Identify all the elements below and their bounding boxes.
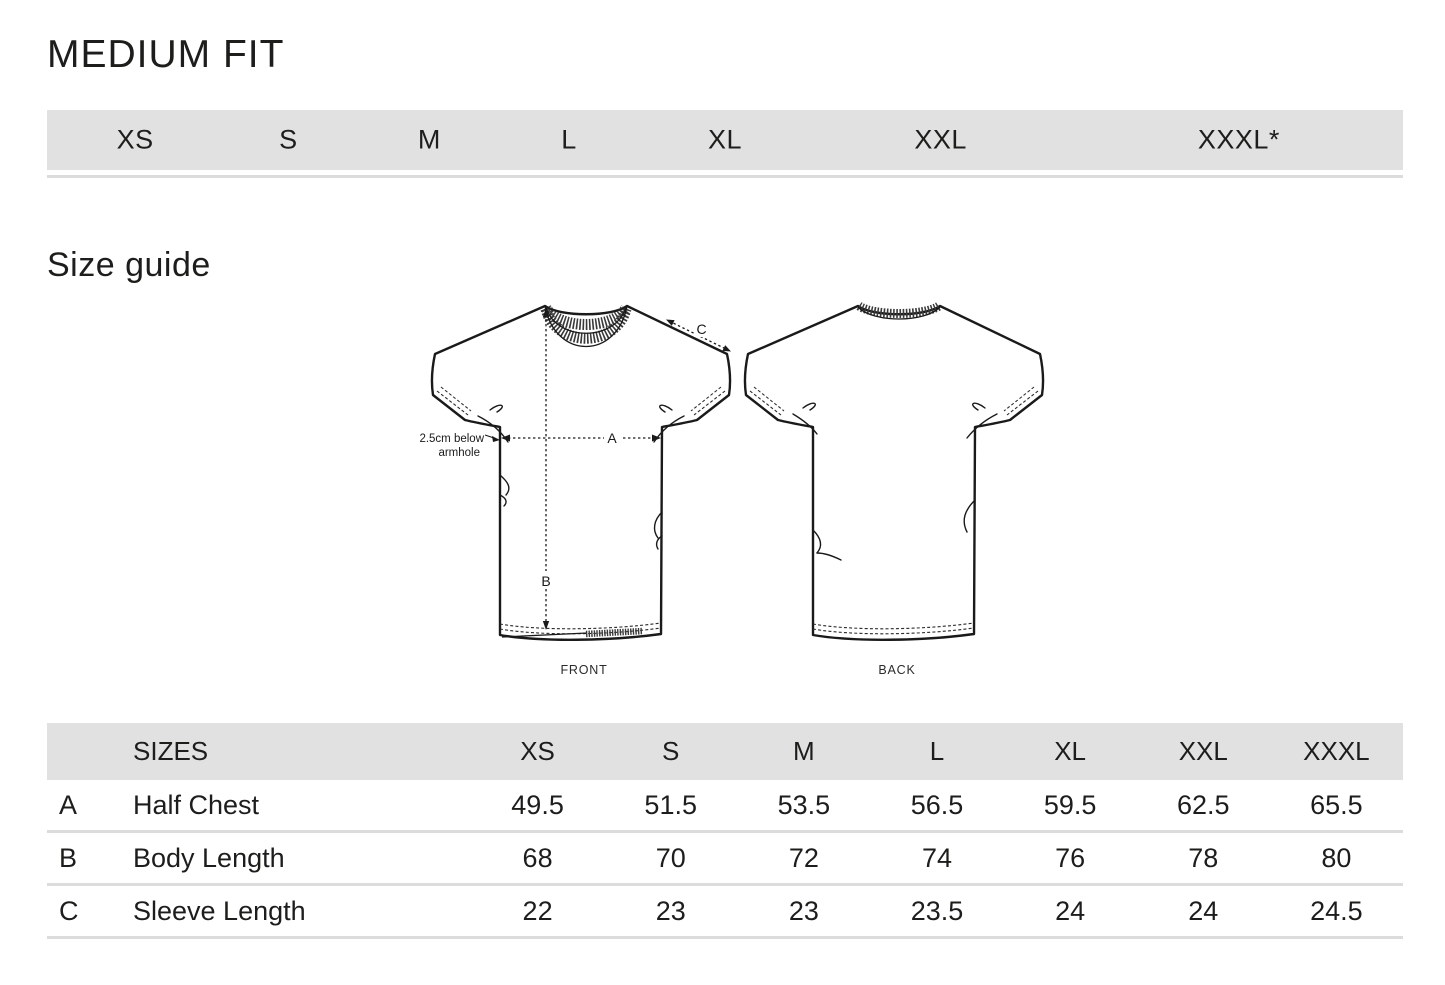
cell-value: 53.5 bbox=[777, 789, 831, 820]
header-col-m: M bbox=[793, 736, 815, 766]
row-label: Half Chest bbox=[133, 789, 260, 820]
size-guide-title: Size guide bbox=[47, 246, 211, 285]
fit-size-bar: XS S M L XL XXL XXXL* bbox=[47, 110, 1403, 170]
header-col-s: S bbox=[662, 736, 680, 766]
cell-value: 56.5 bbox=[910, 789, 964, 820]
fit-size-l: L bbox=[561, 124, 577, 155]
cell-value: 70 bbox=[655, 842, 686, 873]
header-col-xxl: XXL bbox=[1178, 736, 1228, 766]
header-sizes-label: SIZES bbox=[133, 736, 209, 766]
armhole-note-line2: armhole bbox=[438, 447, 480, 459]
armhole-note: 2.5cm below armhole bbox=[419, 433, 500, 459]
measure-b-label: B bbox=[541, 573, 550, 589]
cell-value: 24 bbox=[1188, 895, 1219, 926]
row-letter: C bbox=[59, 895, 79, 926]
cell-value: 62.5 bbox=[1176, 789, 1230, 820]
row-label: Body Length bbox=[133, 842, 285, 873]
fit-size-xl: XL bbox=[707, 124, 743, 155]
header-col-xl: XL bbox=[1054, 736, 1087, 766]
measure-c-label: C bbox=[696, 321, 706, 337]
size-table-header: SIZES XS S M L XL XXL XXXL bbox=[47, 723, 1403, 780]
measure-c-arrow: C bbox=[666, 319, 731, 352]
measure-b-arrow: B bbox=[537, 308, 555, 630]
front-tshirt-diagram: A B C 2.5cm below armhole bbox=[419, 304, 732, 677]
cell-value: 51.5 bbox=[644, 789, 697, 820]
header-col-l: L bbox=[929, 736, 945, 766]
size-table: SIZES XS S M L XL XXL XXXL A Half Chest … bbox=[47, 723, 1403, 939]
cell-value: 59.5 bbox=[1043, 789, 1097, 820]
cell-value: 76 bbox=[1055, 842, 1086, 873]
cell-value: 74 bbox=[921, 842, 953, 873]
size-diagram: A B C 2.5cm below armhole bbox=[400, 290, 1060, 690]
cell-value: 72 bbox=[788, 842, 819, 873]
header-col-xs: XS bbox=[520, 736, 555, 766]
page-title: MEDIUM FIT bbox=[47, 33, 285, 77]
tshirt-measurement-diagram: A B C 2.5cm below armhole bbox=[419, 301, 1045, 677]
back-tshirt-diagram: BACK bbox=[743, 301, 1045, 677]
cell-value: 23 bbox=[788, 895, 819, 926]
fit-size-m: M bbox=[417, 124, 441, 155]
front-view-label: FRONT bbox=[560, 663, 607, 677]
cell-value: 23 bbox=[655, 895, 686, 926]
header-col-xxxl: XXXL bbox=[1303, 736, 1370, 766]
back-view-label: BACK bbox=[878, 663, 915, 677]
measure-a-label: A bbox=[607, 430, 617, 446]
cell-value: 80 bbox=[1321, 842, 1352, 873]
fit-bar-divider bbox=[47, 175, 1403, 178]
table-row-body-length: B Body Length 68 70 72 74 76 78 80 bbox=[47, 833, 1403, 886]
row-letter: B bbox=[59, 842, 78, 873]
table-row-sleeve-length: C Sleeve Length 22 23 23 23.5 24 24 24.5 bbox=[47, 886, 1403, 939]
armhole-note-line1: 2.5cm below bbox=[419, 433, 484, 445]
table-row-half-chest: A Half Chest 49.5 51.5 53.5 56.5 59.5 62… bbox=[47, 780, 1403, 833]
cell-value: 65.5 bbox=[1310, 789, 1363, 820]
fit-size-xxxl: XXXL* bbox=[1197, 124, 1280, 155]
cell-value: 49.5 bbox=[511, 789, 564, 820]
cell-value: 23.5 bbox=[910, 895, 964, 926]
cell-value: 24.5 bbox=[1310, 895, 1363, 926]
cell-value: 22 bbox=[522, 895, 553, 926]
fit-size-s: S bbox=[279, 124, 298, 155]
row-letter: A bbox=[59, 789, 78, 820]
fit-size-xs: XS bbox=[116, 124, 154, 155]
cell-value: 68 bbox=[522, 842, 553, 873]
row-label: Sleeve Length bbox=[133, 895, 306, 926]
cell-value: 24 bbox=[1055, 895, 1086, 926]
cell-value: 78 bbox=[1188, 842, 1219, 873]
fit-size-xxl: XXL bbox=[914, 124, 967, 155]
measure-a-arrow: A bbox=[501, 429, 661, 446]
